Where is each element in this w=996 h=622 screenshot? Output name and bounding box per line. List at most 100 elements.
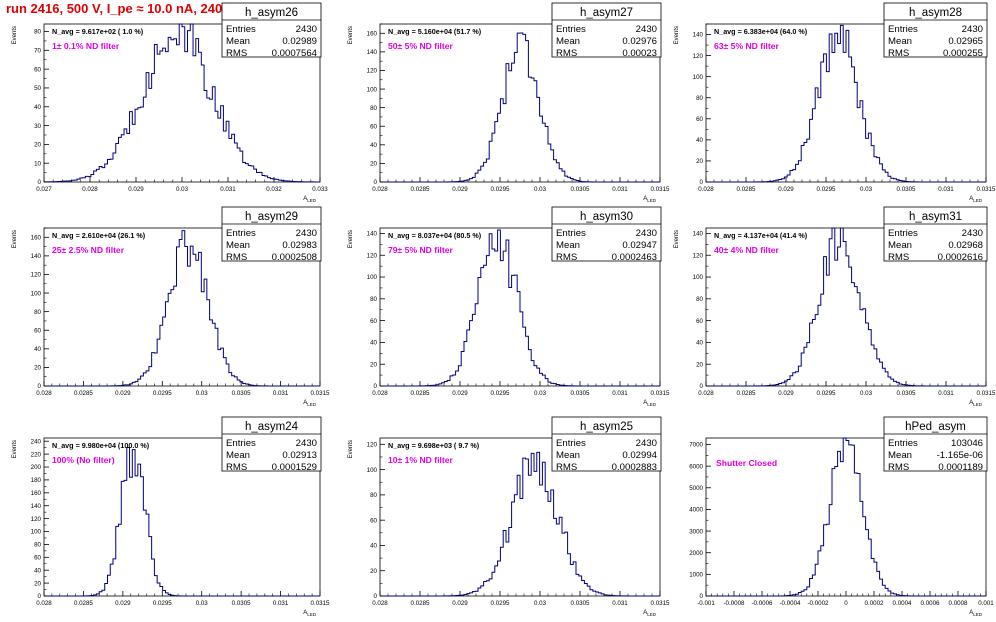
stats-key-rms: RMS <box>888 48 909 59</box>
x-tick-label: 0.03 <box>196 600 209 607</box>
y-tick-label: 100 <box>693 74 704 81</box>
x-tick-label: 0.0305 <box>571 390 590 397</box>
x-tick-label: -0.0004 <box>780 600 802 607</box>
x-tick-label: 0.03 <box>534 390 547 397</box>
plot-frame <box>379 227 661 387</box>
x-tick-label: 0.0305 <box>232 390 251 397</box>
histogram-line <box>380 229 660 387</box>
stats-key-mean: Mean <box>226 450 250 461</box>
stats-key-rms: RMS <box>226 252 247 263</box>
y-tick-label: 100 <box>367 274 378 281</box>
x-tick-label: 0.028 <box>698 186 714 193</box>
y-tick-label: 40 <box>370 142 377 149</box>
y-axis-label: Events <box>12 230 18 248</box>
x-tick-label: 0.0315 <box>311 390 330 397</box>
y-axis-label: Events <box>674 26 680 44</box>
navg-label: N_avg = 9.980e+04 (100.0 %) <box>52 441 150 450</box>
x-axis-label: ALED <box>969 610 983 617</box>
stats-value-rms: 0.0007564 <box>272 48 318 59</box>
y-tick-label: 120 <box>367 68 378 75</box>
plot-frame <box>379 437 661 597</box>
histogram-panel-h-asym26: 0.027 0.028 0.029 0.03 0.031 0.032 0.033 0 10 20 3… <box>12 2 328 203</box>
x-axis-label: ALED <box>643 196 657 203</box>
y-tick-label: 0 <box>38 179 42 186</box>
y-tick-label: 20 <box>34 142 41 149</box>
stats-key-mean: Mean <box>888 36 912 47</box>
stats-box: h_asym30 Entries 2430 Mean 0.02947 RMS 0.00024… <box>551 206 662 263</box>
y-tick-label: 10 <box>34 160 41 167</box>
x-axis-label: ALED <box>303 196 317 203</box>
x-tick-label: 0.031 <box>938 186 954 193</box>
stats-box: h_asym28 Entries 2430 Mean 0.02965 RMS 0.00025… <box>883 2 988 59</box>
y-tick-label: 60 <box>34 327 41 334</box>
y-tick-label: 5000 <box>689 485 703 492</box>
y-tick-label: 30 <box>34 123 41 130</box>
stats-value-mean: 0.02976 <box>622 36 657 47</box>
x-tick-label: 0.0285 <box>737 390 756 397</box>
plot-frame <box>705 23 987 183</box>
x-tick-label: 0.031 <box>220 186 236 193</box>
x-axis-label: ALED <box>643 610 657 617</box>
histogram-line <box>380 32 660 183</box>
histogram-panel-h-asym24: 0.028 0.0285 0.029 0.0295 0.03 0.0305 0.031 0.0… <box>12 416 330 617</box>
y-tick-label: 100 <box>693 274 704 281</box>
filter-label: 40± 4% ND filter <box>714 245 780 255</box>
x-tick-label: 0.0305 <box>232 600 251 607</box>
x-tick-label: 0.028 <box>82 186 98 193</box>
x-tick-label: 0.0004 <box>893 600 912 607</box>
x-tick-label: 0.001 <box>978 600 994 607</box>
stats-box: h_asym31 Entries 2430 Mean 0.02968 RMS 0.00026… <box>883 206 988 263</box>
stats-value-rms: 0.0002616 <box>938 252 983 263</box>
x-tick-label: 0.0285 <box>411 600 430 607</box>
y-tick-label: 160 <box>367 30 378 37</box>
y-axis-label: Events <box>348 230 354 248</box>
x-tick-label: 0.0002 <box>865 600 884 607</box>
y-tick-label: 80 <box>370 296 377 303</box>
plot-frame <box>43 227 321 387</box>
y-tick-label: 140 <box>367 49 378 56</box>
x-axis-label: ALED <box>969 196 983 203</box>
x-tick-label: 0.028 <box>372 186 388 193</box>
navg-label: N_avg = 8.037e+04 (80.5 %) <box>388 231 482 240</box>
stats-box-frame <box>551 2 662 58</box>
filter-label: 79± 5% ND filter <box>388 245 454 255</box>
y-tick-label: 80 <box>370 492 377 499</box>
run-title: run 2416, 500 V, I_pe ≈ 10.0 nA, 240 Hz <box>6 1 242 16</box>
y-tick-label: 120 <box>693 53 704 60</box>
stats-key-mean: Mean <box>226 240 250 251</box>
y-axis-label: Events <box>12 26 18 44</box>
y-tick-label: 120 <box>31 516 42 523</box>
y-tick-label: 40 <box>696 137 703 144</box>
histogram-name: h_asym30 <box>580 211 633 223</box>
y-tick-label: 120 <box>693 252 704 259</box>
x-tick-label: 0.03 <box>196 390 209 397</box>
filter-label: 1± 0.1% ND filter <box>52 41 120 51</box>
y-tick-label: 120 <box>367 442 378 449</box>
filter-label: 10± 1% ND filter <box>388 455 454 465</box>
stats-box: h_asym29 Entries 2430 Mean 0.02983 RMS 0.00025… <box>221 206 322 263</box>
stats-box-frame <box>551 416 662 472</box>
histogram-panel-h-asym30: 0.028 0.0285 0.029 0.0295 0.03 0.0305 0.031 0.0… <box>348 206 670 407</box>
x-tick-label: 0.033 <box>312 186 328 193</box>
filter-label: 25± 2.5% ND filter <box>52 245 125 255</box>
stats-value-mean: 0.02913 <box>282 450 317 461</box>
plot-frame <box>705 227 987 387</box>
x-tick-label: 0.03 <box>534 186 547 193</box>
histogram-name: h_asym29 <box>245 211 298 223</box>
y-tick-label: 160 <box>31 490 42 497</box>
histogram-line <box>43 23 321 183</box>
x-tick-label: 0.0006 <box>921 600 940 607</box>
stats-box-frame <box>551 206 662 262</box>
y-axis-label: Events <box>348 26 354 44</box>
y-tick-label: 100 <box>31 529 42 536</box>
y-tick-label: 3000 <box>689 528 703 535</box>
x-tick-label: 0.03 <box>534 600 547 607</box>
x-tick-label: 0.027 <box>36 186 52 193</box>
y-tick-label: 140 <box>367 231 378 238</box>
y-tick-label: 80 <box>34 542 41 549</box>
y-tick-label: 20 <box>34 580 41 587</box>
y-tick-label: 20 <box>370 361 377 368</box>
x-tick-label: 0.03 <box>176 186 189 193</box>
y-tick-label: 0 <box>700 593 704 600</box>
